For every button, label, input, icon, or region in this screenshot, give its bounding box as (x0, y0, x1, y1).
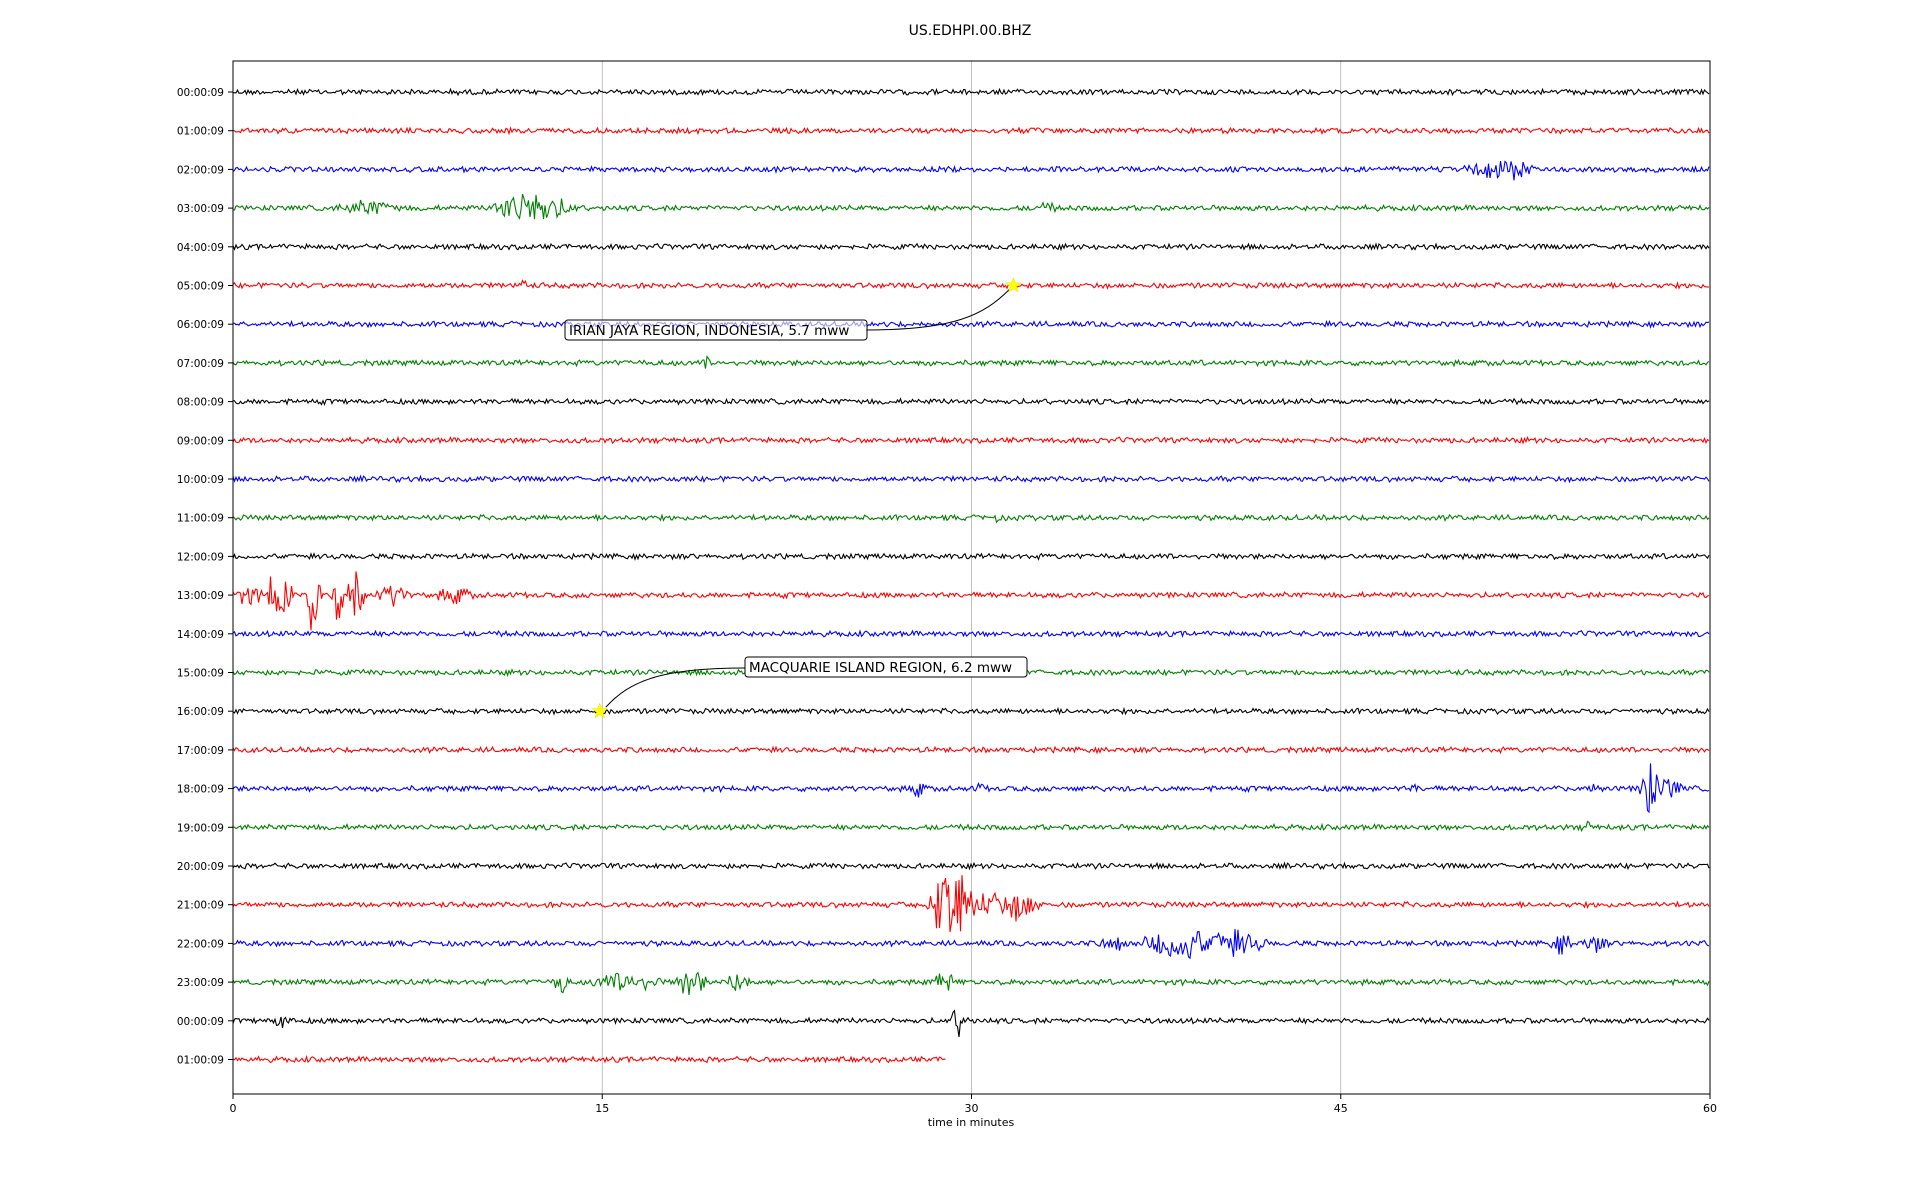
annotation-label: MACQUARIE ISLAND REGION, 6.2 mww (749, 660, 1012, 676)
y-tick-label: 01:00:09 (177, 126, 224, 138)
y-tick-label: 16:00:09 (177, 706, 224, 718)
trace-row (232, 820, 1710, 833)
trace-row (232, 87, 1710, 97)
annotation-box (564, 319, 868, 341)
traces (232, 87, 1710, 1064)
y-tick-label: 15:00:09 (177, 668, 224, 680)
y-tick-label: 19:00:09 (177, 822, 224, 834)
y-tick-label: 07:00:09 (177, 358, 224, 370)
annotations: IRIAN JAYA REGION, INDONESIA, 5.7 mww MAC… (564, 276, 1028, 719)
trace-row (232, 355, 1710, 369)
trace-row (232, 971, 1710, 995)
y-tick-label: 02:00:09 (177, 164, 224, 176)
grid (601, 61, 1342, 1094)
trace-row (232, 474, 1710, 484)
trace-row (232, 279, 1710, 290)
x-tick-label: 15 (595, 1102, 609, 1115)
y-tick-label: 09:00:09 (177, 435, 224, 447)
y-tick-label: 00:00:09 (177, 1016, 224, 1028)
x-axis-label: time in minutes (928, 1116, 1015, 1129)
y-tick-label: 22:00:09 (177, 938, 224, 950)
x-tick-label: 0 (230, 1102, 237, 1115)
y-tick-label: 08:00:09 (177, 397, 224, 409)
y-tick-label: 21:00:09 (177, 900, 224, 912)
x-tick-label: 30 (965, 1102, 979, 1115)
y-tick-label: 17:00:09 (177, 745, 224, 757)
trace-row (232, 319, 1710, 329)
trace-row (232, 160, 1710, 181)
y-tick-label: 06:00:09 (177, 319, 224, 331)
annotation-connector (865, 289, 1010, 331)
trace-row (232, 1009, 1710, 1038)
trace-row (232, 745, 1710, 755)
trace-row (232, 552, 1710, 562)
trace-row (232, 242, 1710, 252)
y-axis-ticks: 00:00:09 01:00:09 02:00:09 03:00:09 04:00:09… (177, 87, 233, 1067)
trace-row (232, 397, 1710, 406)
y-tick-label: 13:00:09 (177, 590, 224, 602)
trace-row (232, 763, 1710, 814)
trace-row (232, 706, 1710, 716)
trace-row (232, 435, 1710, 445)
x-tick-label: 45 (1334, 1102, 1348, 1115)
trace-row (232, 194, 1710, 220)
y-tick-label: 01:00:09 (177, 1055, 224, 1067)
y-tick-label: 05:00:09 (177, 281, 224, 293)
trace-row (232, 875, 1710, 932)
plot-frame (232, 60, 1711, 1095)
trace-row (232, 629, 1710, 638)
trace-row (232, 929, 1710, 960)
y-tick-label: 11:00:09 (177, 513, 224, 525)
y-tick-label: 18:00:09 (177, 784, 224, 796)
trace-row (232, 861, 1710, 871)
event-star-marker (591, 702, 609, 719)
chart-title: US.EDHPI.00.BHZ (909, 23, 1032, 39)
trace-row (232, 513, 1710, 524)
trace-row (232, 571, 1710, 631)
annotation-label: IRIAN JAYA REGION, INDONESIA, 5.7 mww (569, 323, 849, 339)
y-tick-label: 03:00:09 (177, 203, 224, 215)
annotation-connector (605, 667, 746, 708)
x-axis-ticks: 0 15 30 45 60 (230, 1094, 1717, 1115)
event-star-marker (1005, 276, 1022, 293)
y-tick-label: 10:00:09 (177, 474, 224, 486)
x-tick-label: 60 (1703, 1102, 1717, 1115)
annotation-box (744, 656, 1028, 678)
trace-row (232, 1054, 946, 1064)
y-tick-label: 12:00:09 (177, 551, 224, 563)
trace-row (232, 126, 1710, 136)
y-tick-label: 14:00:09 (177, 629, 224, 641)
y-tick-label: 23:00:09 (177, 977, 224, 989)
y-tick-label: 04:00:09 (177, 242, 224, 254)
y-tick-label: 00:00:09 (177, 87, 224, 99)
y-tick-label: 20:00:09 (177, 861, 224, 873)
